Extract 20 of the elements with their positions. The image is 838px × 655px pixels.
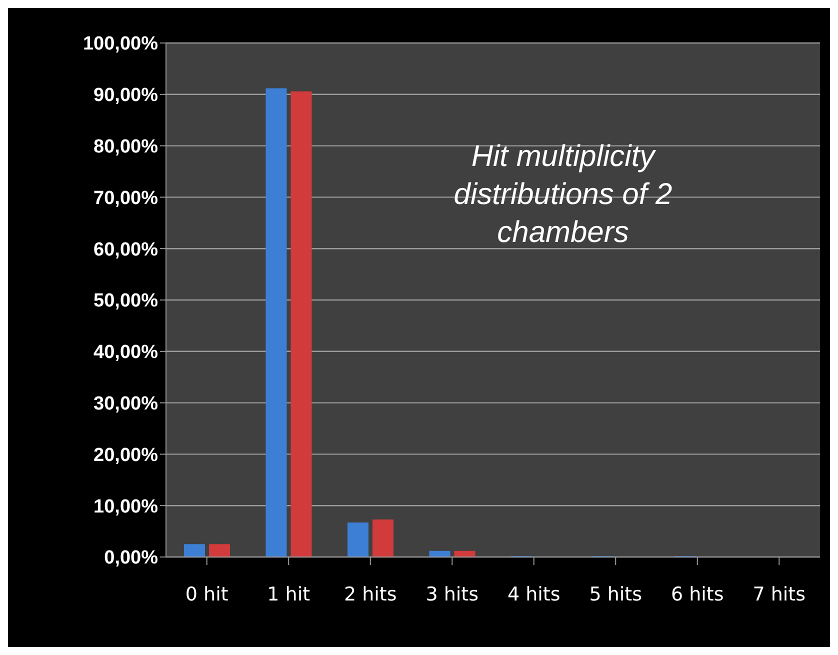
x-tick-label: 0 hit [185, 583, 228, 606]
x-tick-label: 4 hits [507, 583, 560, 606]
y-tick-label: 10,00% [94, 496, 158, 518]
x-tick-label: 7 hits [752, 583, 806, 606]
y-tick-label: 60,00% [94, 239, 158, 260]
y-tick-label: 80,00% [94, 136, 158, 158]
annotation: Hit multiplicity distributions of 2 chambers [452, 139, 674, 251]
y-tick-label: 40,00% [94, 342, 158, 364]
y-tick-label: 30,00% [94, 394, 158, 415]
x-tick-label: 2 hits [344, 583, 397, 606]
x-tick-label: 5 hits [589, 583, 642, 606]
x-tick-label: 1 hit [267, 583, 310, 606]
y-tick-label: 0,00% [104, 548, 158, 569]
y-tick-label: 50,00% [94, 290, 158, 312]
x-tick-label: 6 hits [670, 583, 724, 606]
y-tick-label: 100,00% [82, 34, 158, 55]
y-tick-label: 70,00% [94, 188, 158, 209]
y-tick-label: 90,00% [94, 85, 158, 106]
y-tick-label: 20,00% [94, 444, 158, 466]
x-tick-label: 3 hits [426, 583, 479, 606]
